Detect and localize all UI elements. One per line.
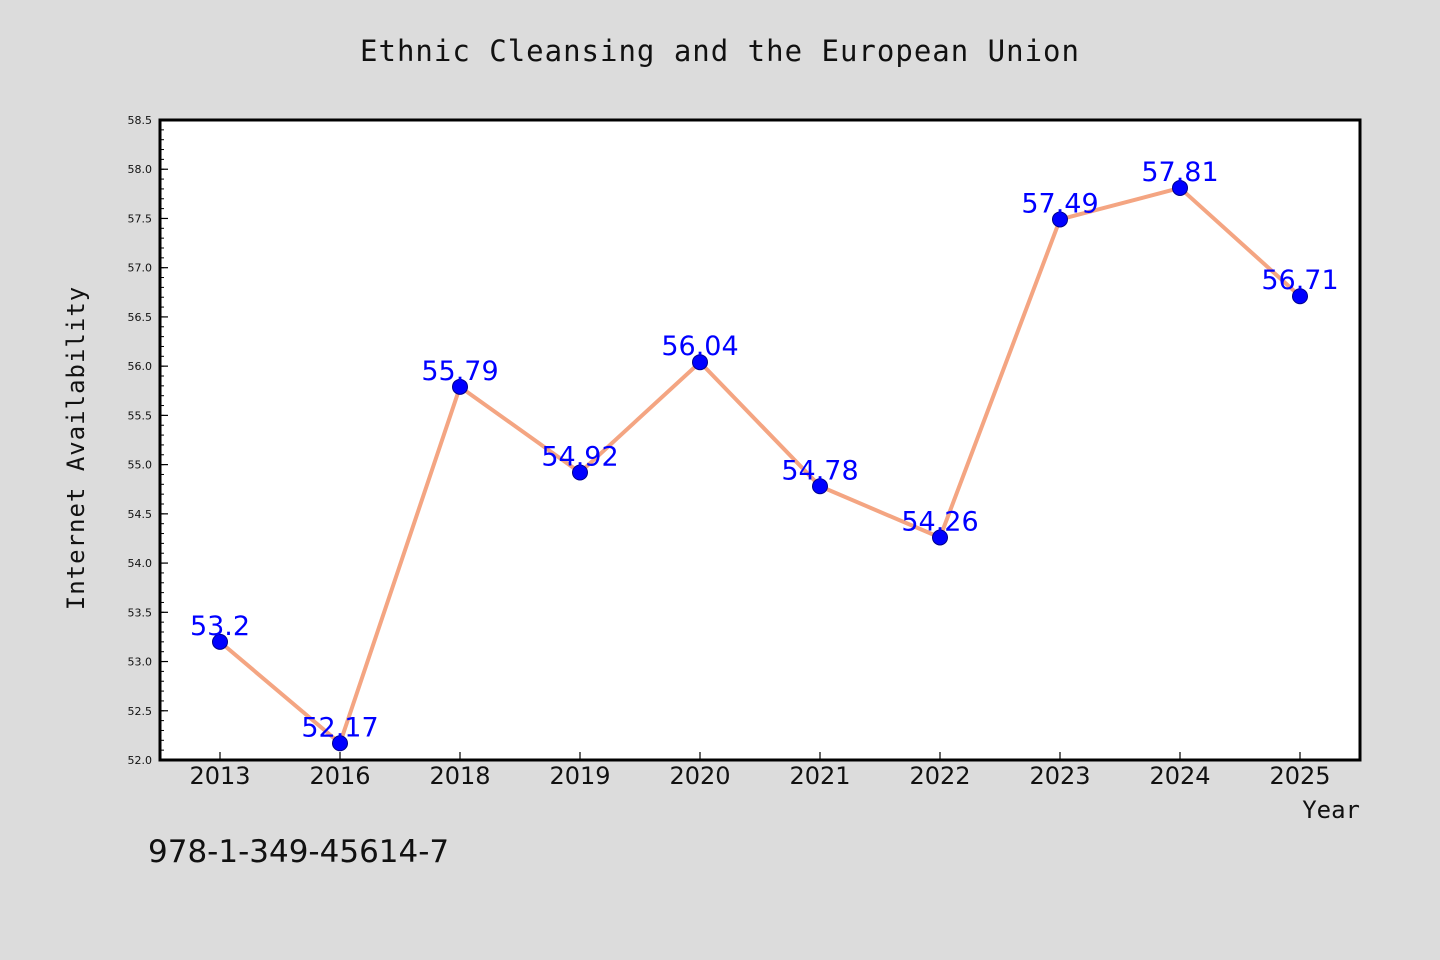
y-tick-label: 53.0 [128, 656, 153, 669]
x-tick-label: 2024 [1149, 762, 1210, 790]
plot-area [158, 118, 1362, 762]
x-tick-label: 2023 [1029, 762, 1090, 790]
data-point [692, 354, 708, 371]
y-tick-label: 53.5 [128, 606, 153, 619]
y-tick-label: 57.5 [128, 212, 153, 225]
x-tick-label: 2016 [309, 762, 370, 790]
data-label: 56.04 [661, 331, 738, 362]
y-tick-label: 56.0 [128, 360, 153, 373]
y-tick-label: 55.0 [128, 459, 153, 472]
data-point [932, 529, 948, 546]
x-tick-label: 2018 [429, 762, 490, 790]
data-point [812, 478, 828, 495]
x-tick-label: 2025 [1269, 762, 1330, 790]
data-label: 54.78 [781, 455, 858, 486]
y-tick-label: 52.5 [128, 705, 153, 718]
data-markers [212, 179, 1308, 752]
data-point [332, 735, 348, 752]
x-tick-label: 2019 [549, 762, 610, 790]
data-label: 57.49 [1021, 188, 1098, 219]
data-labels: 53.2 52.17 55.79 54.92 56.04 54.78 54.26 57.49 5… [190, 157, 1339, 743]
data-point [572, 464, 588, 481]
x-tick-label: 2020 [669, 762, 730, 790]
chart-title: Ethnic Cleansing and the European Union [360, 34, 1080, 68]
series-line [218, 185, 1302, 746]
y-tick-label: 52.0 [128, 754, 153, 767]
data-label: 54.92 [541, 441, 618, 472]
isbn-annotation: 978-1-349-45614-7 [148, 834, 450, 870]
x-tick-label: 2022 [909, 762, 970, 790]
data-label: 53.2 [190, 611, 250, 642]
data-label: 57.81 [1141, 157, 1218, 188]
data-label: 54.26 [901, 506, 978, 537]
y-tick-label: 54.5 [128, 508, 153, 521]
x-axis-ticks: 2013 2016 2018 2019 2020 2021 2022 2023 2024 2025 [189, 752, 1331, 790]
y-tick-label: 55.5 [128, 409, 153, 422]
data-point [1052, 211, 1068, 228]
data-point [452, 378, 468, 395]
y-tick-label: 56.5 [128, 311, 153, 324]
data-point [1292, 288, 1308, 305]
data-point [1172, 179, 1188, 196]
data-label: 56.71 [1261, 265, 1338, 296]
x-tick-label: 2013 [189, 762, 250, 790]
y-axis-ticks: 52.0 52.5 53.0 53.5 54.0 54.5 55.0 55.5 56.0 56.5… [128, 114, 168, 767]
y-tick-label: 57.0 [128, 262, 153, 275]
x-axis-label: Year [1302, 796, 1360, 824]
data-point [212, 633, 228, 650]
data-label: 55.79 [421, 356, 498, 387]
x-tick-label: 2021 [789, 762, 850, 790]
y-tick-label: 58.5 [128, 114, 153, 127]
y-tick-label: 54.0 [128, 557, 153, 570]
y-tick-label: 58.0 [128, 163, 153, 176]
data-label: 52.17 [301, 712, 378, 743]
